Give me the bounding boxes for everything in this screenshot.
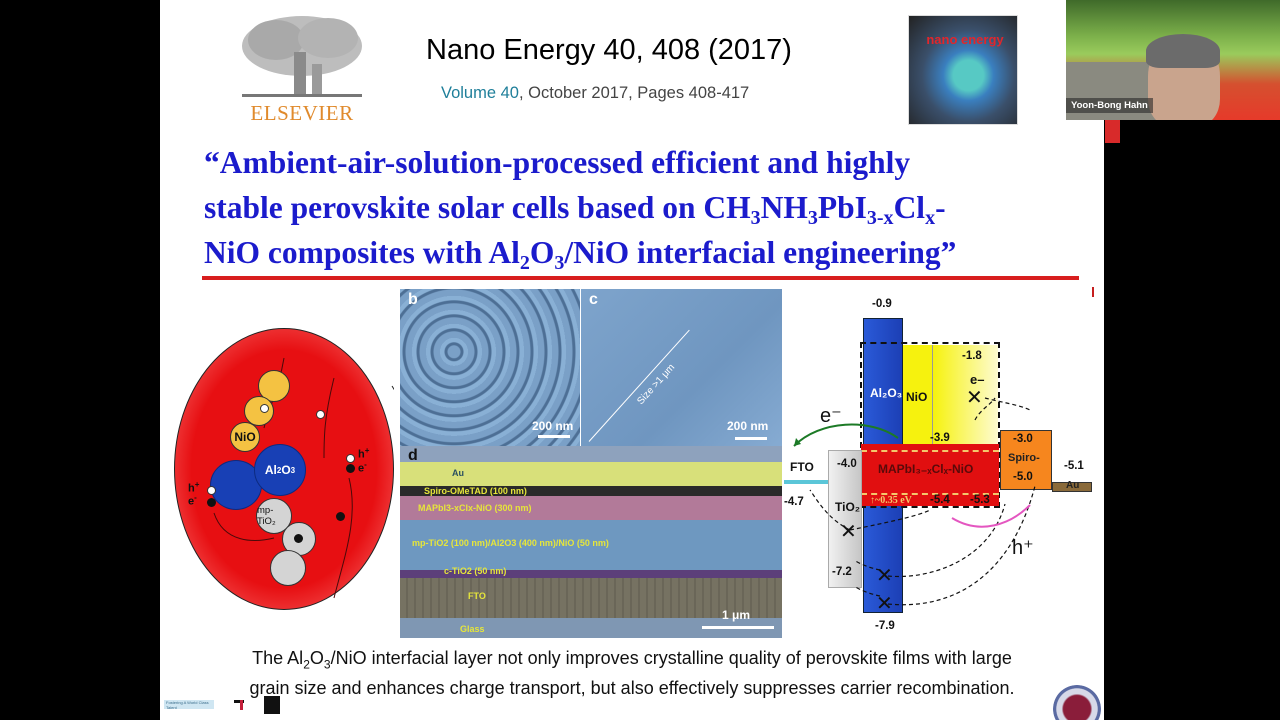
al2o3-particle: Al 2 O 3 [254, 444, 306, 496]
sem-images-bc: b 200 nm c Size >1 μm 200 nm [400, 289, 782, 446]
spiro-band [1000, 430, 1052, 490]
red-indicator-tab [1105, 120, 1120, 143]
participant-video-tile[interactable]: Yoon-Bong Hahn [1066, 0, 1280, 120]
hole-dot [346, 454, 355, 463]
hole-dot [207, 486, 216, 495]
title-underline [202, 276, 1079, 280]
transfer-arrows [793, 397, 1036, 606]
talent-badge: Fostering A World Class Talent [164, 700, 214, 710]
energy-band-diagram: -0.9 Al₂O₃ -7.9 NiO -1.8 e– ✕ -3.9 MAPbI… [780, 290, 1104, 640]
layer-au [400, 462, 782, 486]
electron-label: e- [188, 493, 197, 508]
journal-issue-details: Volume 40, October 2017, Pages 408-417 [441, 84, 750, 102]
scale-label: 200 nm [727, 419, 769, 433]
scale-bar [538, 435, 570, 438]
nio-particle: NiO [230, 422, 260, 452]
hole-label: h+ [358, 446, 370, 461]
journal-citation: Nano Energy 40, 408 (2017) [426, 34, 792, 66]
scale-label: 200 nm [532, 419, 574, 433]
au-level [1052, 482, 1092, 492]
layer-mesoporous [400, 520, 782, 570]
elsevier-logo: ELSEVIER [236, 12, 368, 126]
sem-cross-section-d: d Au Spiro-OMeTAD (100 nm) MAPbI3-xClx-N… [400, 446, 782, 638]
tree-icon [242, 16, 362, 97]
electron-dot [346, 464, 355, 473]
perovskite-band [861, 444, 999, 506]
blocked-x-icon: ✕ [966, 387, 983, 409]
slide-caption: The Al2O3/NiO interfacial layer not only… [249, 648, 1015, 698]
layer-label-perovskite: MAPbI3-xClx-NiO (300 nm) [418, 503, 532, 513]
layer-perovskite [400, 496, 782, 520]
figure-a-schematic: NiO Al 2 O 3 mp-TiO₂ h+ e- h+ e- [174, 328, 394, 610]
elsevier-wordmark: ELSEVIER [250, 101, 354, 125]
scale-bar [735, 437, 767, 440]
size-arrow [588, 329, 690, 442]
layer-glass [400, 618, 782, 638]
nio-band [903, 345, 933, 445]
layer-label-ctio2: c-TiO2 (50 nm) [444, 566, 507, 576]
layer-label-glass: Glass [460, 624, 485, 634]
scale-bar [702, 626, 774, 629]
institution-logo-icon [234, 700, 244, 710]
nio-particle [244, 396, 274, 426]
blocked-x-icon: ✕ [876, 593, 893, 615]
layer-label-spiro: Spiro-OMeTAD (100 nm) [424, 486, 527, 496]
journal-cover-image: nano energy [908, 15, 1018, 125]
electron-dot [294, 534, 303, 543]
volume-link: Volume 40 [441, 84, 519, 102]
layer-label-au: Au [452, 468, 464, 478]
hole-label: h+ [188, 480, 200, 495]
hole-dot [316, 410, 325, 419]
decorative-tick [1092, 287, 1094, 297]
layer-label-fto: FTO [468, 591, 486, 601]
sem-image-c: c Size >1 μm 200 nm [581, 289, 782, 446]
tio2-band [828, 450, 862, 588]
electron-dot [336, 512, 345, 521]
fto-level [784, 480, 828, 484]
blocked-x-icon: ✕ [840, 521, 857, 543]
al2o3-particle [210, 460, 262, 510]
hole-dot [260, 404, 269, 413]
layer-ctio2 [400, 570, 782, 578]
tio2-particle [270, 550, 306, 586]
layer-fto [400, 578, 782, 618]
university-seal [1053, 685, 1101, 720]
blocked-x-icon: ✕ [876, 565, 893, 587]
institution-logo-dark [264, 696, 280, 714]
electron-label: e- [358, 460, 367, 475]
electron-dot [207, 498, 216, 507]
layer-spiro [400, 486, 782, 496]
hole-transfer-label: h⁺ [1012, 537, 1034, 559]
sem-image-b: b 200 nm [400, 289, 580, 446]
cover-title: nano energy [926, 32, 1004, 47]
paper-title: “Ambient-air-solution-processed efficien… [204, 145, 957, 274]
presentation-slide: ELSEVIER Nano Energy 40, 408 (2017) Volu… [160, 0, 1104, 720]
scale-label: 1 μm [722, 608, 751, 622]
size-annotation: Size >1 μm [635, 362, 678, 407]
layer-label-mesoporous: mp-TiO2 (100 nm)/Al2O3 (400 nm)/NiO (50 … [412, 538, 609, 548]
participant-name-label: Yoon-Bong Hahn [1066, 98, 1153, 113]
electron-transfer-label: e⁻ [820, 405, 842, 427]
